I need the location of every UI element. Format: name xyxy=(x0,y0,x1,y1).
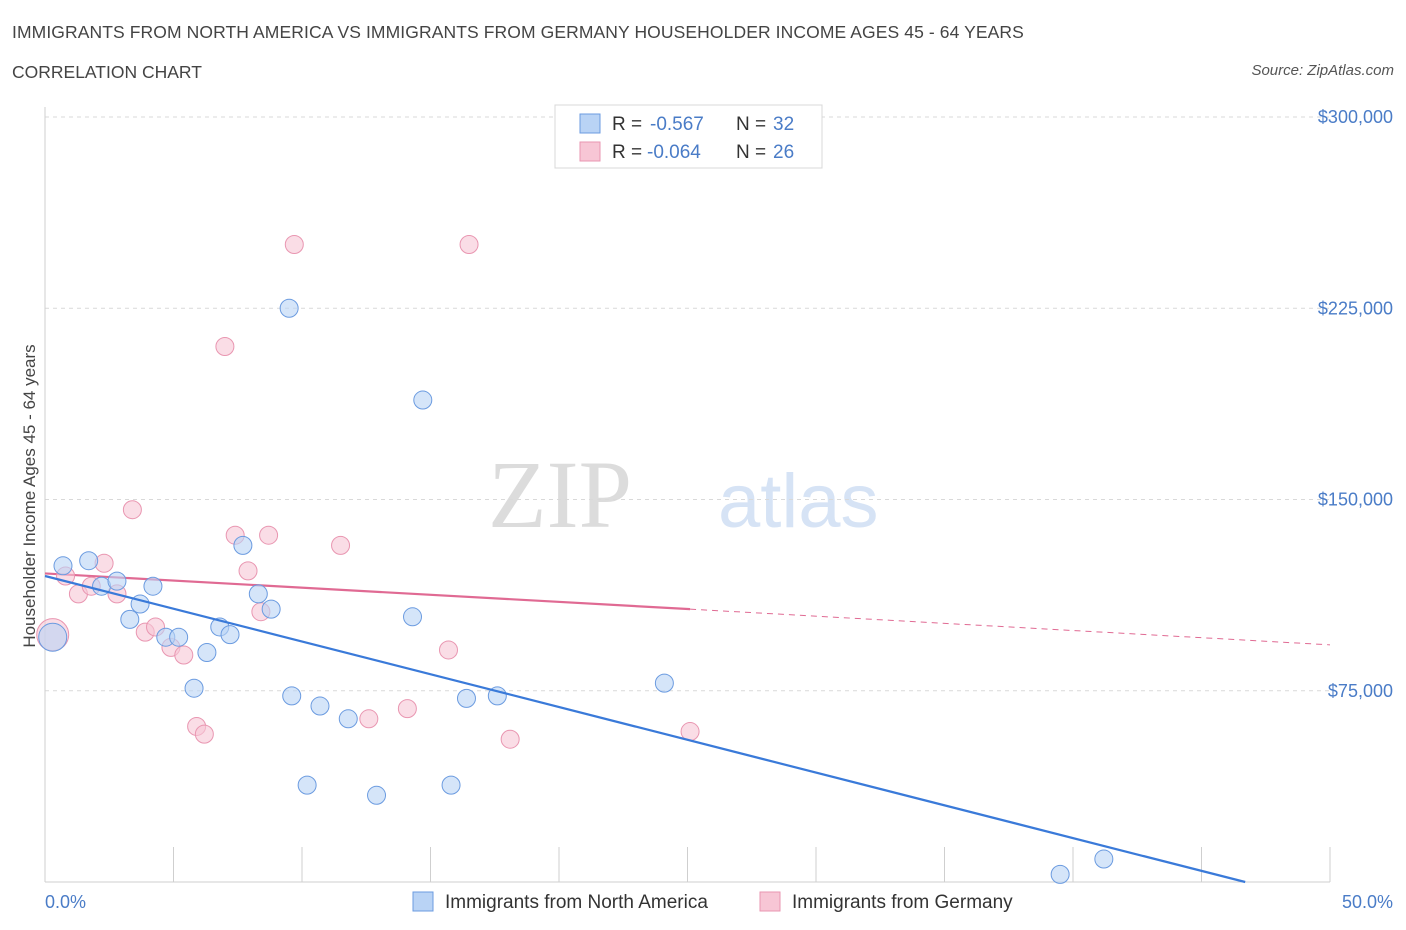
north-america-point xyxy=(143,576,163,596)
germany-point xyxy=(284,235,304,254)
germany-point xyxy=(331,535,351,555)
germany-point xyxy=(174,645,194,665)
y-tick-label-3: $300,000 xyxy=(1318,107,1393,127)
legend-swatch-north-america xyxy=(579,113,601,134)
legend-n-label-a: N = xyxy=(736,114,766,135)
germany-point xyxy=(194,724,214,744)
source-credit: Source: ZipAtlas.com xyxy=(1251,62,1394,79)
north-america-point xyxy=(184,678,204,698)
north-america-point xyxy=(282,686,302,706)
y-tick-label-2: $225,000 xyxy=(1318,298,1393,318)
north-america-point xyxy=(233,535,253,555)
north-america-point xyxy=(279,298,299,318)
series-legend: Immigrants from North America Immigrants… xyxy=(412,891,1013,913)
north-america-point xyxy=(107,571,127,591)
legend-n-value-b: 26 xyxy=(773,142,794,163)
germany-point xyxy=(359,709,379,729)
germany-point xyxy=(500,729,520,749)
germany-point xyxy=(438,640,458,660)
north-america-point xyxy=(297,775,317,795)
bottom-legend-swatch-germany xyxy=(759,891,781,912)
bottom-legend-label-north-america: Immigrants from North America xyxy=(445,892,708,913)
germany-point xyxy=(397,699,417,719)
north-america-point xyxy=(120,609,140,629)
germany-point xyxy=(459,235,479,254)
north-america-point xyxy=(197,643,217,662)
north-america-point xyxy=(261,599,281,619)
chart-title: IMMIGRANTS FROM NORTH AMERICA VS IMMIGRA… xyxy=(12,22,1024,42)
tick-labels: $75,000 $150,000 $225,000 $300,000 0.0% 50.0% xyxy=(45,107,1393,912)
x-tick-label-max: 50.0% xyxy=(1342,892,1393,912)
north-america-point xyxy=(79,551,99,571)
north-america-trend-group xyxy=(44,574,1246,884)
chart-subtitle: CORRELATION CHART xyxy=(12,62,202,82)
north-america-point xyxy=(367,785,387,805)
north-america-point xyxy=(654,673,674,693)
y-tick-label-0: $75,000 xyxy=(1328,681,1393,701)
north-america-point xyxy=(441,775,461,795)
north-america-point xyxy=(1094,849,1114,869)
watermark-atlas: atlas xyxy=(718,459,879,544)
germany-point xyxy=(259,525,279,545)
north-america-point xyxy=(169,627,189,647)
legend-r-label-a: R = xyxy=(612,114,642,135)
north-america-point xyxy=(53,556,73,576)
germany-point xyxy=(122,500,142,520)
north-america-point xyxy=(38,622,68,652)
legend-r-value-b: -0.064 xyxy=(647,142,701,163)
north-america-point xyxy=(248,584,268,604)
north-america-point xyxy=(220,625,240,645)
bottom-legend-label-germany: Immigrants from Germany xyxy=(792,892,1013,913)
legend-r-value-a: -0.567 xyxy=(650,114,704,135)
germany-point xyxy=(238,561,258,581)
correlation-legend: R = -0.567 N = 32 R = -0.064 N = 26 xyxy=(554,104,823,169)
germany-trend-extension xyxy=(690,608,1331,646)
north-america-point xyxy=(413,390,433,410)
north-america-point xyxy=(338,709,358,729)
watermark-zip: ZIP xyxy=(488,441,632,548)
north-america-points xyxy=(38,298,1114,884)
legend-swatch-germany xyxy=(579,141,601,162)
legend-r-label-b: R = xyxy=(612,142,642,163)
bottom-legend-swatch-north-america xyxy=(412,891,434,912)
north-america-point xyxy=(403,607,423,627)
north-america-point xyxy=(310,696,330,716)
y-axis-label: Householder Income Ages 45 - 64 years xyxy=(20,344,39,647)
legend-n-label-b: N = xyxy=(736,142,766,163)
north-america-point xyxy=(456,688,476,708)
y-tick-label-1: $150,000 xyxy=(1318,490,1393,510)
north-america-point xyxy=(1050,864,1070,884)
germany-points xyxy=(36,235,700,749)
x-tick-label-min: 0.0% xyxy=(45,892,86,912)
legend-n-value-a: 32 xyxy=(773,114,794,135)
axes xyxy=(44,107,1331,883)
north-america-trend-line xyxy=(44,574,1246,884)
germany-point xyxy=(215,337,235,356)
grid-lines xyxy=(45,116,1330,692)
